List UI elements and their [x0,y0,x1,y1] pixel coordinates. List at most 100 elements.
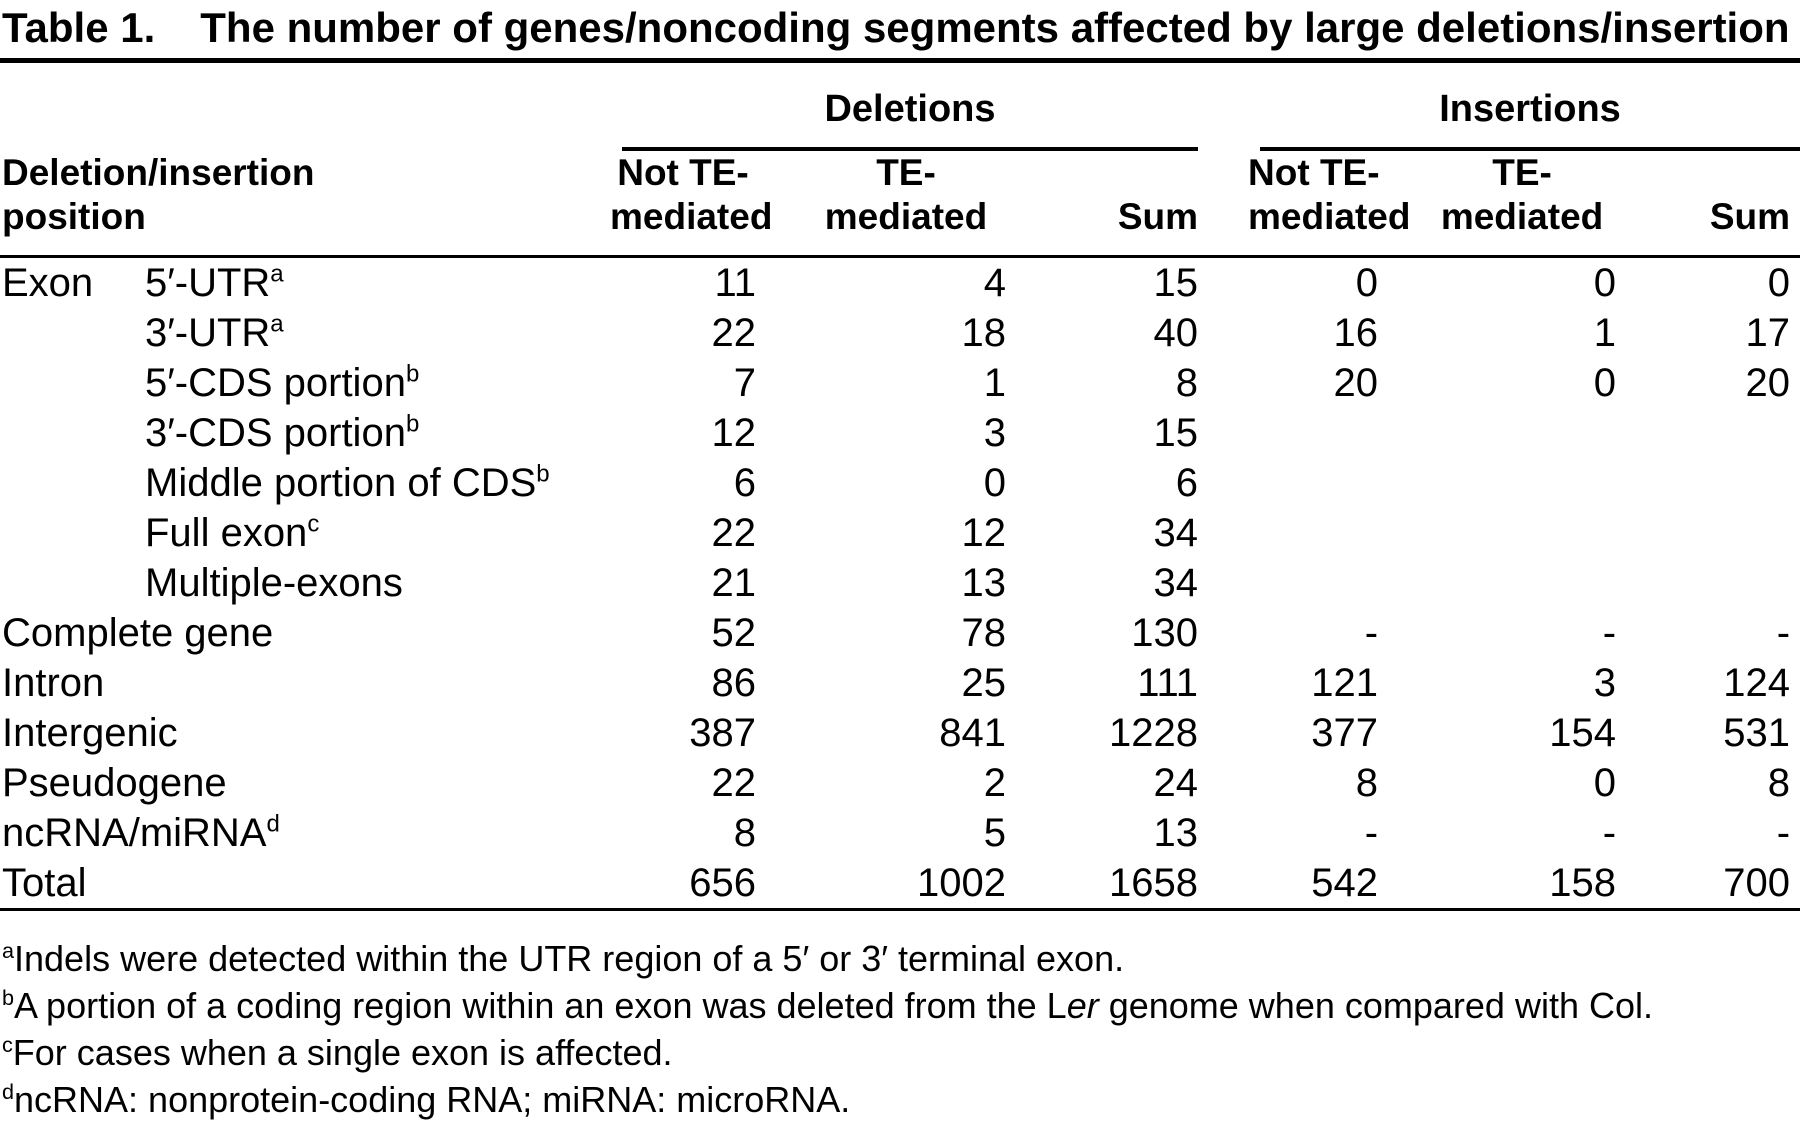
row-header-line1: Deletion/insertion [2,152,315,193]
value-cell: 1228 [1109,711,1199,755]
table-row: ncRNA/miRNAd 8 5 13 - - - [0,808,1800,858]
value-cell: 656 [560,858,756,911]
value-cell [1198,508,1378,558]
value-cell: 1002 [756,858,1006,911]
table-row: 5′-CDS portionb 7 1 8 20 0 20 [0,358,1800,408]
header-row-groups: Deletions Insertions [0,63,1800,151]
value-cell: 8 [733,811,756,855]
value-cell: - [1364,811,1379,855]
row-header: Deletion/insertion position [0,151,560,258]
value-cell: 8 [1175,361,1199,405]
value-cell: 3 [1593,661,1617,705]
value-cell: - [1364,611,1379,655]
value-cell: 2 [983,761,1006,805]
header-corner-spacer [0,63,560,151]
table-row: Exon 5′-UTRa 11 4 15 0 0 0 [0,257,1800,309]
value-cell: 1 [983,361,1006,405]
row-label-cell: Full exonc [145,510,320,555]
value-cell: 1658 [1006,858,1199,911]
value-cell: 78 [961,611,1007,655]
footnote-marker: a [2,938,15,963]
footnote: aIndels were detected within the UTR reg… [2,935,1800,982]
table-row: Total 656 1002 1658 542 158 700 [0,858,1800,911]
value-cell: 20 [1333,361,1379,405]
footnote: cFor cases when a single exon is affecte… [2,1029,1800,1076]
value-cell: 12 [711,411,757,455]
value-cell: 1 [1593,311,1617,355]
value-cell: 40 [1153,311,1199,355]
value-cell [1378,458,1616,508]
value-cell: 8 [1767,761,1791,805]
table-title: The number of genes/noncoding segments a… [200,4,1790,51]
row-group-cell: ncRNA/miRNAd [2,810,280,855]
row-group-cell [0,508,140,558]
column-group-deletions: Deletions [560,63,1199,151]
row-group-cell: Exon [2,261,94,305]
footnote-text: A portion of a coding region within an e… [14,985,1067,1026]
value-cell: 34 [1153,561,1199,605]
value-cell [1198,558,1378,608]
row-label-cell: 5′-UTRa [145,260,284,305]
value-cell: 0 [1593,361,1617,405]
value-cell: 11 [714,261,756,305]
header-row-columns: Deletion/insertion position Not TE-media… [0,151,1800,258]
table-row: Full exonc 22 12 34 [0,508,1800,558]
value-cell: 52 [711,611,757,655]
value-cell: 700 [1616,858,1800,911]
value-cell: 154 [1549,711,1617,755]
table-row: 3′-UTRa 22 18 40 16 1 17 [0,308,1800,358]
value-cell: 21 [711,561,757,605]
footnote: dncRNA: nonprotein-coding RNA; miRNA: mi… [2,1076,1800,1123]
value-cell: 158 [1378,858,1617,911]
value-cell: 5 [983,811,1006,855]
value-cell: 130 [1131,611,1199,655]
row-label-cell: 3′-UTRa [145,310,284,355]
table-head: Deletions Insertions Deletion/insertion … [0,63,1800,258]
row-group-cell [0,558,140,608]
value-cell [1378,558,1616,608]
value-cell: 7 [733,361,756,405]
table-row: Intron 86 25 111 121 3 124 [0,658,1800,708]
value-cell [1378,408,1616,458]
column-header: TE-mediated [756,151,1006,258]
table-row: Middle portion of CDSb 6 0 6 [0,458,1800,508]
row-label-cell: 5′-CDS portionb [145,360,420,405]
value-cell: 16 [1333,311,1379,355]
value-cell: 4 [983,261,1006,305]
row-group-cell [0,458,140,508]
column-group-insertions-label: Insertions [1260,63,1800,151]
value-cell: 0 [1593,761,1617,805]
column-group-deletions-label: Deletions [622,63,1199,151]
value-cell: 121 [1311,661,1379,705]
row-group-cell [0,358,140,408]
value-cell [1616,508,1800,558]
value-cell: 124 [1723,661,1791,705]
column-group-insertions: Insertions [1198,63,1800,151]
superscript-marker: b [536,460,550,488]
superscript-marker: b [405,360,420,388]
value-cell [1198,408,1378,458]
row-group-cell: Complete gene [2,611,274,655]
column-header: TE-mediated [1378,151,1617,258]
value-cell [1378,508,1616,558]
row-label-cell: Multiple-exons [145,561,403,605]
table-caption: Table 1. The number of genes/noncoding se… [0,4,1800,58]
value-cell: 6 [733,461,756,505]
table-row: Complete gene 52 78 130 - - - [0,608,1800,658]
value-cell: 15 [1153,411,1199,455]
value-cell: 0 [1767,261,1791,305]
value-cell: 6 [1175,461,1199,505]
row-group-cell [0,408,140,458]
value-cell: - [1602,611,1617,655]
value-cell: 387 [689,711,756,755]
table-row: 3′-CDS portionb 12 3 15 [0,408,1800,458]
row-label-cell: Middle portion of CDSb [145,460,550,505]
title-rule [0,58,1800,63]
value-cell: 841 [939,711,1006,755]
superscript-marker: a [270,260,284,288]
value-cell: 22 [711,311,757,355]
value-cell: 0 [1355,261,1379,305]
row-group-cell: Intergenic [2,711,178,755]
value-cell: 0 [983,461,1006,505]
